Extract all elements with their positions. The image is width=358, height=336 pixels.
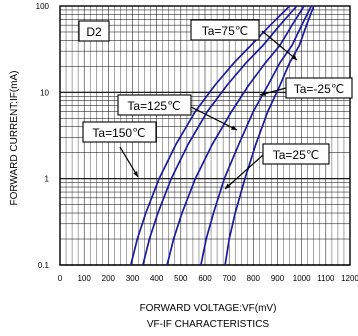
series-label-box <box>82 121 157 143</box>
x-tick-label: 900 <box>271 274 285 283</box>
y-axis-label: FORWARD CURRENT:IF(mA) <box>9 71 20 206</box>
x-tick-label: 1000 <box>293 274 311 283</box>
x-tick-label: 500 <box>174 274 188 283</box>
series-line-2 <box>166 5 305 266</box>
x-tick-label: 1200 <box>341 274 358 283</box>
x-tick-label: 300 <box>126 274 140 283</box>
series-label: Ta=25℃ <box>273 148 320 162</box>
chart-title: VF-IF CHARACTERISTICS <box>147 319 270 330</box>
x-tick-label: 800 <box>247 274 261 283</box>
x-axis-label: FORWARD VOLTAGE:VF(mV) <box>140 303 277 314</box>
arrow-head <box>260 91 266 96</box>
arrow-head <box>291 54 297 60</box>
arrow-head <box>225 183 231 189</box>
series-label-box <box>190 19 260 41</box>
tick-layer: 0 100 200 300 400 500 600 700 800 900 1000 1100 1200… <box>36 2 358 283</box>
series-line-1 <box>142 5 298 266</box>
x-tick-label: 100 <box>77 274 91 283</box>
series-label-box <box>285 77 353 99</box>
label-arrow <box>119 146 139 178</box>
label-arrow <box>190 106 238 131</box>
y-tick-label: 10 <box>40 88 49 97</box>
y-tick-label: 0.1 <box>38 261 50 270</box>
arrow-head <box>231 125 237 130</box>
device-label-box <box>78 20 110 42</box>
label-arrow <box>261 30 298 61</box>
series-label-box <box>262 143 330 165</box>
series-label: Ta=-25℃ <box>294 82 345 96</box>
y-tick-label: 1 <box>45 175 50 184</box>
series-line-3 <box>200 5 313 266</box>
x-tick-label: 200 <box>102 274 116 283</box>
series-label: Ta=75℃ <box>202 24 249 38</box>
series-line-4 <box>224 5 315 266</box>
x-tick-label: 0 <box>58 274 63 283</box>
x-tick-label: 700 <box>222 274 236 283</box>
plot-frame <box>59 5 351 266</box>
label-arrow <box>224 154 264 190</box>
series-label-box <box>117 94 192 116</box>
x-tick-label: 400 <box>150 274 164 283</box>
arrow-head <box>133 171 138 177</box>
series-label: Ta=150℃ <box>92 126 145 140</box>
x-tick-label: 1100 <box>317 274 335 283</box>
label-layer: Ta=75℃ Ta=125℃ Ta=-25℃ Ta=150℃ Ta=25℃ D2 <box>78 19 353 190</box>
y-tick-label: 100 <box>36 2 50 11</box>
series-label: Ta=125℃ <box>127 99 180 113</box>
x-tick-label: 600 <box>198 274 212 283</box>
curve-layer <box>129 5 315 266</box>
device-label: D2 <box>86 25 102 39</box>
